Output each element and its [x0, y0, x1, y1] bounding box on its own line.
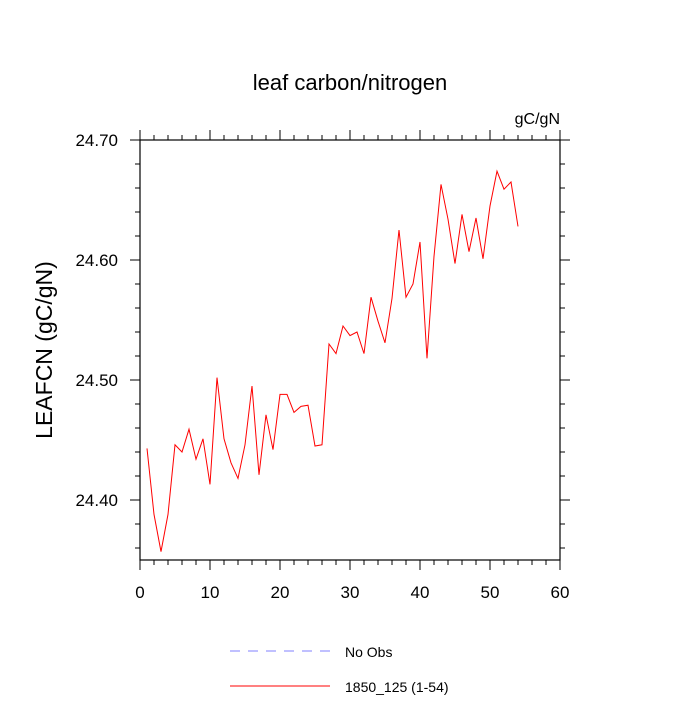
legend-label-1850-125: 1850_125 (1-54)	[345, 679, 449, 695]
chart-title: leaf carbon/nitrogen	[253, 70, 447, 95]
x-tick-label: 60	[551, 583, 570, 602]
plot-frame	[139, 139, 561, 561]
legend: No Obs 1850_125 (1-54)	[230, 644, 449, 695]
units-label: gC/gN	[515, 111, 560, 128]
series-layer	[146, 169, 519, 552]
y-tick-label: 24.40	[75, 491, 118, 510]
y-tick-label: 24.50	[75, 371, 118, 390]
x-tick-label: 50	[481, 583, 500, 602]
y-axis: 24.40 24.50 24.60 24.70	[75, 131, 570, 549]
x-axis: 0 10 20 30 40 50 60	[135, 130, 569, 602]
x-tick-label: 40	[411, 583, 430, 602]
legend-label-no-obs: No Obs	[345, 644, 392, 660]
y-tick-label: 24.70	[75, 131, 118, 150]
x-tick-label: 20	[271, 583, 290, 602]
series-line-0	[146, 169, 519, 552]
y-tick-label: 24.60	[75, 251, 118, 270]
y-axis-label: LEAFCN (gC/gN)	[31, 261, 57, 439]
x-tick-label: 0	[135, 583, 144, 602]
x-tick-label: 30	[341, 583, 360, 602]
x-tick-label: 10	[201, 583, 220, 602]
